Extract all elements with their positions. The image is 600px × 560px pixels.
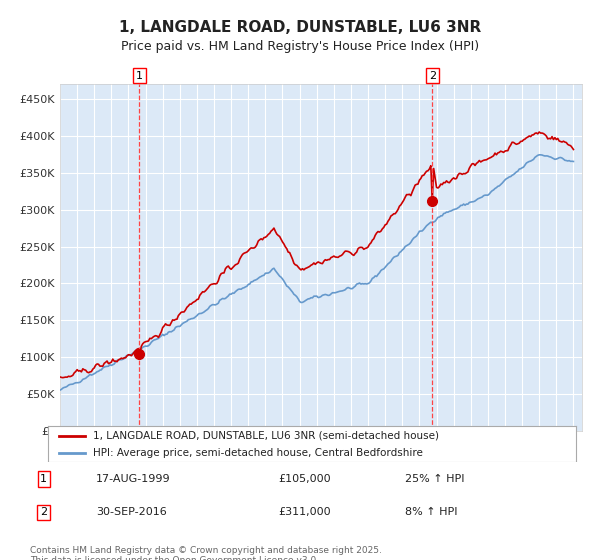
Text: 1: 1 xyxy=(136,71,143,81)
Text: 2: 2 xyxy=(428,71,436,81)
Text: £105,000: £105,000 xyxy=(278,474,331,484)
Text: 1, LANGDALE ROAD, DUNSTABLE, LU6 3NR (semi-detached house): 1, LANGDALE ROAD, DUNSTABLE, LU6 3NR (se… xyxy=(93,431,439,441)
Text: 17-AUG-1999: 17-AUG-1999 xyxy=(96,474,171,484)
Text: 1, LANGDALE ROAD, DUNSTABLE, LU6 3NR: 1, LANGDALE ROAD, DUNSTABLE, LU6 3NR xyxy=(119,20,481,35)
Text: £311,000: £311,000 xyxy=(278,507,331,517)
Text: Contains HM Land Registry data © Crown copyright and database right 2025.
This d: Contains HM Land Registry data © Crown c… xyxy=(30,546,382,560)
Text: 25% ↑ HPI: 25% ↑ HPI xyxy=(406,474,465,484)
Text: 1: 1 xyxy=(40,474,47,484)
Text: 30-SEP-2016: 30-SEP-2016 xyxy=(96,507,167,517)
Text: 2: 2 xyxy=(40,507,47,517)
Text: Price paid vs. HM Land Registry's House Price Index (HPI): Price paid vs. HM Land Registry's House … xyxy=(121,40,479,53)
Text: 8% ↑ HPI: 8% ↑ HPI xyxy=(406,507,458,517)
Text: HPI: Average price, semi-detached house, Central Bedfordshire: HPI: Average price, semi-detached house,… xyxy=(93,448,423,458)
